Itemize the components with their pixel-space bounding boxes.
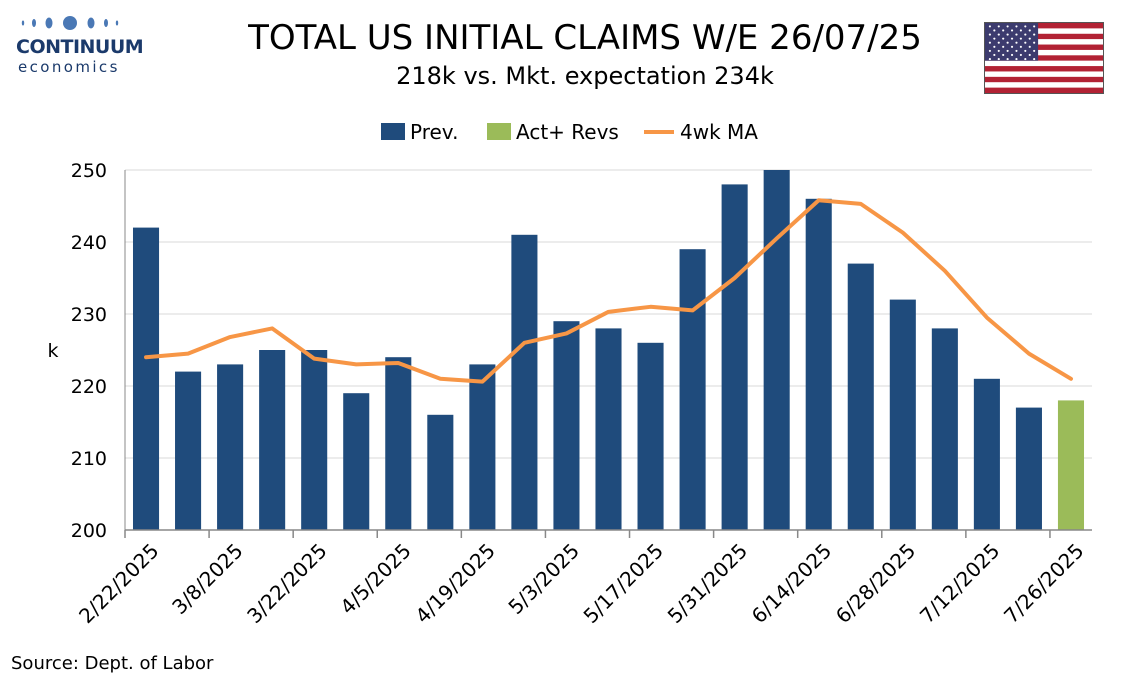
bar-prev — [1015, 407, 1042, 530]
legend: Prev. Act+ Revs 4wk MA — [381, 120, 758, 144]
source-note: Source: Dept. of Labor — [11, 653, 214, 674]
y-tick-label: 210 — [71, 448, 107, 470]
bar-prev — [721, 184, 748, 530]
legend-prev-swatch — [381, 123, 405, 140]
bar-prev — [469, 364, 496, 530]
x-tick-label: 3/22/2025 — [242, 539, 331, 628]
ma-line — [144, 198, 1073, 384]
x-tick-label: 7/12/2025 — [915, 539, 1004, 628]
logo-dots-icon — [21, 16, 119, 30]
bar-prev — [595, 328, 622, 530]
x-tick-label: 4/5/2025 — [335, 539, 415, 619]
chart-title: TOTAL US INITIAL CLAIMS W/E 26/07/25 — [248, 18, 922, 58]
x-tick-label: 2/22/2025 — [74, 539, 163, 628]
bar-prev — [301, 350, 328, 530]
bar-prev — [385, 357, 412, 530]
x-tick-label: 6/14/2025 — [747, 539, 836, 628]
bar-prev — [553, 321, 580, 530]
continuum-logo: CONTINUUM economics — [8, 14, 144, 76]
bar-prev — [259, 350, 286, 530]
y-tick-label: 250 — [71, 160, 107, 182]
x-tick-label: 5/17/2025 — [579, 539, 668, 628]
bar-prev — [343, 393, 370, 530]
x-tick-label: 4/19/2025 — [410, 539, 499, 628]
x-tick-label: 6/28/2025 — [831, 539, 920, 628]
bar-prev — [973, 378, 1000, 530]
bar-prev — [889, 299, 916, 530]
bar-prev — [805, 198, 832, 531]
bar-prev — [427, 414, 454, 530]
logo-sub: economics — [18, 58, 120, 76]
bar-prev — [511, 234, 538, 531]
x-tick-label: 7/26/2025 — [999, 539, 1088, 628]
bar-prev — [132, 227, 160, 530]
legend-act-revs-swatch — [487, 123, 511, 140]
y-tick-label: 230 — [71, 304, 107, 326]
legend-prev-label: Prev. — [410, 120, 458, 144]
bar-prev — [931, 328, 958, 530]
x-tick-label: 5/31/2025 — [663, 539, 752, 628]
bar-prev — [679, 249, 706, 530]
bars — [132, 170, 1085, 531]
bar-prev — [763, 170, 790, 530]
x-tick-label: 3/8/2025 — [167, 539, 247, 619]
y-tick-label: 240 — [71, 232, 107, 254]
legend-act-revs-label: Act+ Revs — [516, 120, 619, 144]
x-tick-label: 5/3/2025 — [504, 539, 584, 619]
bar-prev — [175, 371, 202, 530]
us-flag-icon — [984, 22, 1104, 94]
legend-ma-label: 4wk MA — [680, 120, 758, 144]
y-tick-label: 220 — [71, 376, 107, 398]
bar-act-revs — [1057, 400, 1085, 530]
y-tick-label: 200 — [71, 520, 107, 542]
chart-subtitle: 218k vs. Mkt. expectation 234k — [396, 62, 774, 90]
y-axis-label: k — [47, 340, 58, 362]
bar-prev — [847, 263, 874, 530]
ma-line-group — [144, 198, 1073, 384]
bar-prev — [217, 364, 244, 530]
logo-name: CONTINUUM — [16, 36, 144, 58]
bar-prev — [637, 342, 664, 530]
